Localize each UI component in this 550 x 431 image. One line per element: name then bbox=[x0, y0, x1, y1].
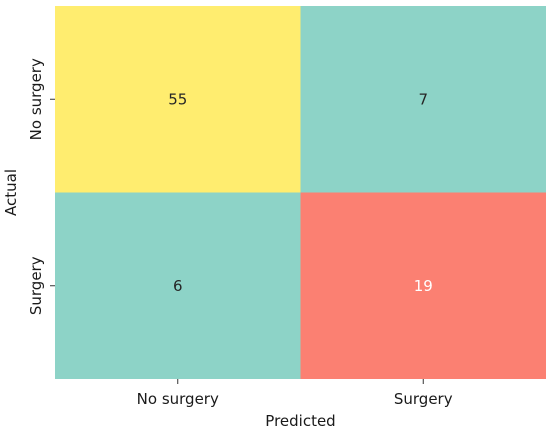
heatmap-cell-1-0 bbox=[55, 192, 301, 379]
cell-value-label-0-1: 7 bbox=[418, 90, 428, 108]
heatmap-cell-0-0 bbox=[55, 6, 301, 193]
heatmap-cell-0-1 bbox=[300, 6, 546, 193]
cell-value-label-1-0: 6 bbox=[173, 277, 183, 295]
axis-ticks: No surgery Surgery No surgery Surgery bbox=[27, 58, 453, 408]
heatmap-cell-1-1 bbox=[300, 192, 546, 379]
x-tick-label-0: No surgery bbox=[137, 390, 219, 408]
y-tick-label-0: No surgery bbox=[27, 58, 45, 140]
x-tick-label-1: Surgery bbox=[394, 390, 453, 408]
y-tick-label-1: Surgery bbox=[27, 256, 45, 315]
x-axis-label: Predicted bbox=[265, 412, 335, 430]
y-axis-label: Actual bbox=[2, 169, 20, 216]
heatmap-cells bbox=[55, 6, 546, 379]
cell-value-label-0-0: 55 bbox=[168, 90, 187, 108]
heatmap-annotations: 55 7 6 19 bbox=[168, 90, 433, 295]
cell-value-label-1-1: 19 bbox=[414, 277, 433, 295]
